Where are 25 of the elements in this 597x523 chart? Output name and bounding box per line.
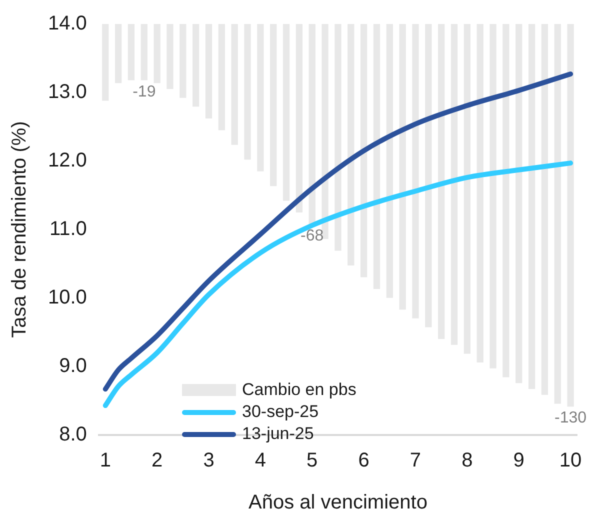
legend-label: Cambio en pbs bbox=[242, 379, 356, 401]
data-label: -19 bbox=[132, 83, 156, 100]
x-tick-label: 7 bbox=[410, 450, 422, 472]
x-axis-title: Años al vencimiento bbox=[248, 492, 428, 514]
data-label: -130 bbox=[554, 410, 587, 427]
x-tick-label: 3 bbox=[203, 450, 214, 472]
x-tick-label: 8 bbox=[462, 450, 473, 472]
y-tick-label: 14.0 bbox=[48, 12, 87, 35]
legend-label: 30-sep-25 bbox=[242, 401, 319, 423]
y-axis-title: Tasa de rendimiento (%) bbox=[8, 121, 31, 338]
x-tick-label: 4 bbox=[254, 450, 266, 472]
x-tick-label: 5 bbox=[306, 450, 318, 472]
y-tick-label: 10.0 bbox=[48, 286, 87, 309]
data-label: -68 bbox=[300, 227, 324, 244]
x-tick-label: 9 bbox=[513, 450, 524, 472]
y-tick-label: 8.0 bbox=[59, 424, 87, 446]
y-tick-label: 11.0 bbox=[49, 218, 87, 240]
y-tick-label: 12.0 bbox=[48, 150, 87, 172]
x-tick-label: 2 bbox=[152, 450, 163, 472]
x-tick-label: 6 bbox=[358, 450, 370, 472]
x-tick-label: 1 bbox=[100, 450, 111, 472]
legend-label: 13-jun-25 bbox=[242, 423, 314, 445]
x-tick-label: 10 bbox=[559, 450, 582, 472]
y-tick-label: 13.0 bbox=[48, 81, 87, 104]
y-tick-label: 9.0 bbox=[59, 355, 87, 378]
